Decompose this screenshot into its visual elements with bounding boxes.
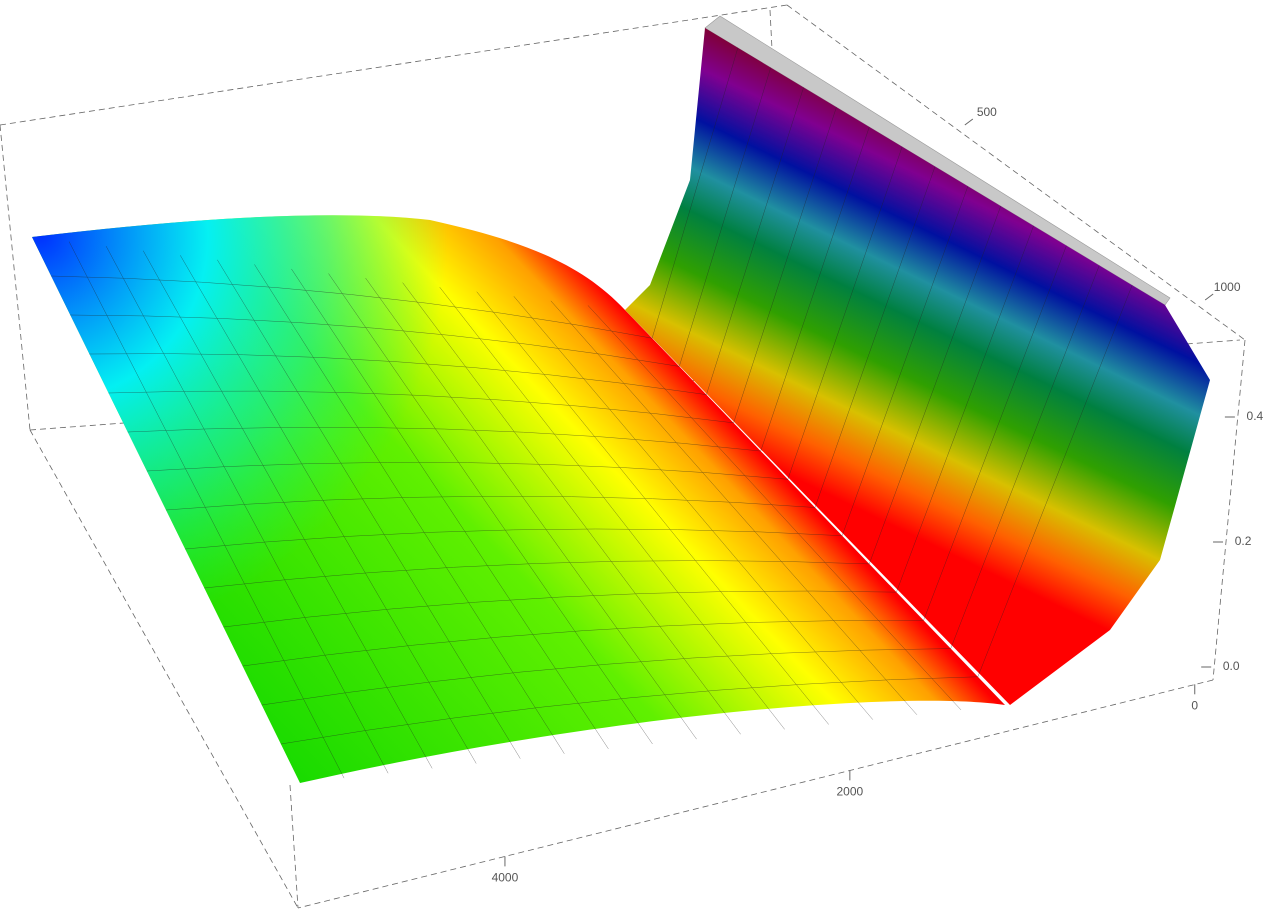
mesh-line <box>280 285 1133 745</box>
mesh-line <box>185 186 969 550</box>
mesh-line <box>365 277 697 740</box>
mesh-line <box>254 264 565 754</box>
mesh-line <box>146 146 903 480</box>
z-tick-label: 0.2 <box>1235 534 1252 548</box>
mesh-line <box>513 296 874 720</box>
tick-mark <box>1204 293 1214 301</box>
mesh <box>51 47 1133 779</box>
mesh-line <box>180 255 477 764</box>
x-tick-label: 2000 <box>836 785 863 799</box>
y-tick-label: 500 <box>977 105 997 119</box>
mesh-line <box>105 246 389 774</box>
mesh-line <box>439 287 785 730</box>
mesh-line <box>89 87 804 395</box>
surface <box>32 15 1210 783</box>
mesh-line <box>261 265 1100 706</box>
mesh-line <box>204 205 1001 589</box>
x-tick-label: 0 <box>1191 698 1198 712</box>
tick-mark <box>964 118 974 126</box>
mesh-line <box>328 273 653 745</box>
z-tick-label: 0.0 <box>1223 659 1240 673</box>
surface-flat-cool <box>32 215 1005 783</box>
z-tick-label: 0.4 <box>1247 409 1264 423</box>
mesh-line <box>108 107 837 424</box>
mesh-line <box>242 245 1067 667</box>
mesh-line <box>550 300 918 715</box>
x-tick-label: 4000 <box>492 871 519 885</box>
mesh-line <box>223 225 1034 628</box>
mesh-line <box>587 305 962 711</box>
surface-wall <box>625 28 1210 705</box>
mesh-line <box>127 126 870 452</box>
mesh-line <box>402 282 741 735</box>
mesh-line <box>165 166 936 511</box>
mesh-line <box>68 241 345 779</box>
mesh-line <box>291 268 609 750</box>
mesh-line <box>142 250 433 769</box>
mesh-line <box>51 47 739 339</box>
y-tick-label: 1000 <box>1214 280 1241 294</box>
mesh-line <box>70 67 771 367</box>
mesh-line <box>217 259 521 759</box>
mesh-line <box>476 291 829 725</box>
